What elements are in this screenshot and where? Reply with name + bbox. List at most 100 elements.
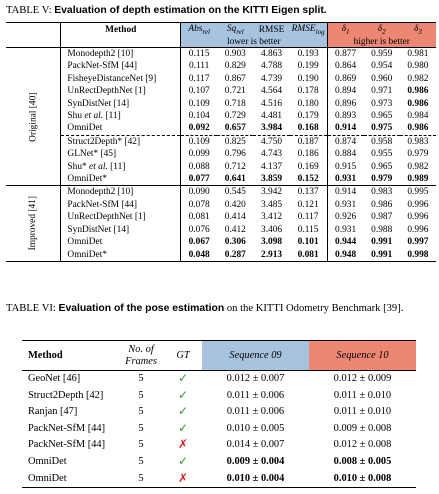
metric-value: 0.729 — [224, 111, 246, 122]
method-header: Method — [22, 340, 118, 371]
metric-value: 0.657 — [224, 123, 246, 134]
metric-value: 0.982 — [407, 161, 429, 172]
sequence-09-value: 0.009 ± 0.004 — [226, 455, 285, 467]
metric-value: 0.954 — [371, 61, 393, 72]
metric-value: 0.545 — [217, 185, 254, 199]
check-icon: ✓ — [164, 388, 202, 405]
check-icon-glyph: ✓ — [177, 371, 189, 385]
method-name: Monodepth2 [10] — [60, 185, 182, 199]
table5-caption: TABLE V: Evaluation of depth estimation … — [6, 4, 327, 18]
metric-value: 0.412 — [224, 224, 246, 235]
lower-is-better: lower is better — [180, 36, 328, 48]
metric-value: 3.406 — [261, 224, 283, 235]
metric-value: 0.931 — [335, 224, 357, 235]
metric-value: 0.199 — [289, 60, 328, 73]
table-row: SynDistNet [14] 0.109 0.718 4.516 0.180 0.896… — [6, 97, 436, 111]
method-name: GeoNet [46] — [22, 369, 118, 388]
sequence-09-value: 0.010 ± 0.004 — [202, 470, 309, 489]
depth-estimation-table: Method Absrel Sqrel RMSE RMSElog δ1 δ2 δ3 lower … — [6, 22, 436, 262]
metric-value: 0.986 — [371, 199, 393, 210]
gt-header: GT — [164, 340, 202, 371]
table-row: PackNet-SfM [44] 5 ✗ 0.014 ± 0.007 0.012 ± 0… — [22, 437, 416, 454]
metric-value: 0.414 — [224, 212, 246, 223]
metric-value: 0.965 — [371, 111, 393, 122]
metric-value: 0.948 — [327, 248, 364, 262]
metric-value: 4.750 — [253, 134, 290, 149]
check-icon-glyph: ✓ — [177, 420, 189, 435]
metric-value: 0.115 — [289, 223, 328, 237]
metric-value: 0.986 — [407, 98, 429, 109]
metric-value: 0.973 — [371, 98, 393, 109]
metric-value: 0.092 — [188, 123, 210, 134]
metric-value: 0.287 — [217, 248, 254, 262]
sequence-10-value: 0.012 ± 0.009 — [309, 369, 416, 388]
metric-value: 0.111 — [188, 61, 210, 72]
higher-is-better: higher is better — [327, 36, 436, 48]
table-row: GLNet* [45] 0.099 0.796 4.743 0.186 0.884 0.95… — [6, 148, 436, 161]
table6-caption-title: Evaluation of the pose estimation — [58, 303, 225, 314]
metric-header-3: RMSE — [253, 22, 290, 36]
metric-value: 0.971 — [371, 86, 393, 97]
metric-value: 0.931 — [335, 199, 357, 210]
metric-value: 0.081 — [289, 248, 328, 262]
metric-value: 3.412 — [261, 212, 283, 223]
sequence-10-value: 0.009 ± 0.008 — [333, 422, 392, 434]
method-name: Shu* et al. [11] — [60, 160, 182, 174]
metric-value: 0.874 — [327, 134, 364, 149]
check-icon: ✓ — [164, 404, 202, 421]
sequence-10-value: 0.012 ± 0.008 — [333, 439, 392, 451]
group-label-original-text: Original [40] — [28, 92, 38, 142]
method-name: FisheyeDistanceNet [9] — [60, 72, 182, 86]
metric-value: 0.996 — [407, 199, 429, 210]
metric-value: 0.107 — [188, 86, 210, 97]
metric-value: 0.306 — [224, 237, 246, 248]
frames-value: 5 — [118, 470, 164, 489]
check-icon: ✓ — [164, 454, 202, 471]
method-name: OmniDet — [28, 455, 67, 467]
metric-header-6: δ2 — [363, 22, 400, 36]
table-row: FisheyeDistanceNet [9] 0.117 0.867 4.739 0.1… — [6, 72, 436, 86]
metric-value: 0.104 — [188, 111, 210, 122]
metric-value: 0.894 — [335, 86, 357, 97]
metric-value: 0.867 — [224, 73, 246, 84]
table-row: Improved [41] Monodepth2 [10] 0.090 0.545 3.… — [6, 185, 436, 262]
metric-value: 0.048 — [180, 248, 218, 262]
metric-value: 0.955 — [371, 149, 393, 160]
metric-header-1: Absrel — [180, 22, 218, 36]
metric-value: 0.168 — [289, 122, 328, 136]
table-row: UnRectDepthNet [1] 0.107 0.721 4.564 0.178 0.… — [6, 85, 436, 98]
metric-value: 0.641 — [224, 174, 246, 185]
method-name: Struct2Depth* [42] — [60, 134, 182, 149]
metric-value: 0.193 — [289, 47, 328, 61]
sequence-09-value: 0.012 ± 0.007 — [202, 369, 309, 388]
metric-value: 0.829 — [224, 61, 246, 72]
metric-value: 0.077 — [188, 174, 210, 185]
metric-value: 0.137 — [289, 185, 328, 199]
metric-value: 0.926 — [335, 212, 357, 223]
metric-value: 0.960 — [371, 73, 393, 84]
metric-value: 0.997 — [407, 237, 429, 248]
metric-value: 0.903 — [217, 47, 254, 61]
metric-value: 0.944 — [335, 237, 357, 248]
sequence-09-value: 0.014 ± 0.007 — [226, 439, 285, 451]
check-icon-glyph: ✓ — [177, 404, 189, 419]
metric-value: 4.516 — [261, 98, 283, 109]
metric-value: 0.984 — [407, 111, 429, 122]
metric-value: 4.743 — [261, 149, 283, 160]
metric-value: 4.863 — [253, 47, 290, 61]
metric-value: 0.078 — [188, 199, 210, 210]
metric-value: 0.420 — [224, 199, 246, 210]
cross-icon-glyph: ✗ — [177, 470, 189, 485]
cross-icon: ✗ — [164, 470, 202, 489]
group-label-improved-text: Improved [41] — [28, 196, 39, 251]
metric-value: 0.975 — [371, 123, 393, 134]
frames-value: 5 — [138, 389, 144, 401]
metric-value: 0.721 — [224, 86, 246, 97]
metric-value: 0.864 — [335, 61, 357, 72]
metric-value: 0.896 — [335, 98, 357, 109]
sequence-09-value: 0.011 ± 0.006 — [226, 389, 285, 401]
metric-value: 3.485 — [261, 199, 283, 210]
sequence-10-value: 0.011 ± 0.010 — [333, 389, 392, 401]
table5-caption-title: Evaluation of depth estimation on the KI… — [54, 5, 327, 16]
check-icon-glyph: ✓ — [177, 453, 189, 468]
